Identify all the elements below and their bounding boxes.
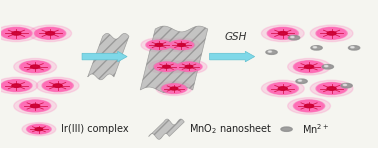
Circle shape xyxy=(341,83,352,88)
Circle shape xyxy=(176,62,202,72)
Circle shape xyxy=(293,61,325,73)
Text: MnO$_2$ nanosheet: MnO$_2$ nanosheet xyxy=(189,122,272,136)
Circle shape xyxy=(343,84,347,86)
Circle shape xyxy=(268,51,271,52)
Circle shape xyxy=(305,65,314,69)
Circle shape xyxy=(34,27,66,39)
Circle shape xyxy=(327,32,336,35)
Circle shape xyxy=(278,87,287,90)
Circle shape xyxy=(153,62,180,72)
Circle shape xyxy=(262,80,304,97)
Circle shape xyxy=(21,100,50,111)
Circle shape xyxy=(311,46,322,50)
Circle shape xyxy=(20,100,51,112)
Circle shape xyxy=(169,40,194,50)
Circle shape xyxy=(163,65,170,68)
FancyArrow shape xyxy=(210,51,255,62)
Circle shape xyxy=(168,40,195,50)
Circle shape xyxy=(317,83,346,94)
Circle shape xyxy=(313,47,317,48)
Circle shape xyxy=(349,46,360,50)
Circle shape xyxy=(171,60,207,74)
Circle shape xyxy=(155,44,163,46)
Circle shape xyxy=(317,28,346,39)
Circle shape xyxy=(268,28,297,39)
Circle shape xyxy=(26,124,51,134)
Circle shape xyxy=(305,104,314,108)
Circle shape xyxy=(295,100,323,111)
Circle shape xyxy=(14,98,57,114)
Circle shape xyxy=(35,128,43,131)
Text: Mn$^{2+}$: Mn$^{2+}$ xyxy=(302,122,329,136)
Text: Ir(III) complex: Ir(III) complex xyxy=(61,124,129,134)
Circle shape xyxy=(28,125,50,133)
Circle shape xyxy=(42,79,73,92)
Circle shape xyxy=(36,28,64,39)
Circle shape xyxy=(0,25,38,42)
Circle shape xyxy=(316,82,347,95)
Circle shape xyxy=(266,50,277,54)
Circle shape xyxy=(298,80,302,81)
Circle shape xyxy=(322,65,333,69)
Circle shape xyxy=(268,83,297,94)
Circle shape xyxy=(288,98,330,114)
Circle shape xyxy=(43,80,72,91)
Circle shape xyxy=(278,32,287,35)
Circle shape xyxy=(267,27,299,39)
Circle shape xyxy=(155,62,178,71)
Circle shape xyxy=(293,100,325,112)
Polygon shape xyxy=(140,26,208,93)
Circle shape xyxy=(288,58,330,75)
Circle shape xyxy=(2,80,31,91)
Circle shape xyxy=(2,28,31,39)
Circle shape xyxy=(177,62,201,71)
Circle shape xyxy=(185,65,193,68)
Circle shape xyxy=(46,32,55,35)
Circle shape xyxy=(53,84,62,87)
Circle shape xyxy=(327,87,336,90)
Circle shape xyxy=(20,61,51,73)
Circle shape xyxy=(296,79,307,83)
Polygon shape xyxy=(149,119,184,139)
Circle shape xyxy=(262,25,304,42)
Circle shape xyxy=(36,77,79,94)
Circle shape xyxy=(12,84,21,87)
Circle shape xyxy=(14,58,57,75)
Circle shape xyxy=(267,82,299,95)
Circle shape xyxy=(161,83,187,94)
FancyArrow shape xyxy=(82,51,127,62)
Circle shape xyxy=(31,104,40,108)
Circle shape xyxy=(146,40,172,50)
Circle shape xyxy=(12,32,21,35)
Circle shape xyxy=(162,84,186,93)
Circle shape xyxy=(1,27,32,39)
Text: GSH: GSH xyxy=(225,32,247,42)
Circle shape xyxy=(163,38,200,52)
Circle shape xyxy=(170,87,178,90)
Circle shape xyxy=(351,47,354,48)
Circle shape xyxy=(310,25,353,42)
Circle shape xyxy=(310,80,353,97)
Circle shape xyxy=(0,77,38,94)
Circle shape xyxy=(22,123,56,136)
Circle shape xyxy=(291,36,294,38)
Circle shape xyxy=(31,65,40,69)
Circle shape xyxy=(1,79,32,92)
Circle shape xyxy=(21,61,50,72)
Circle shape xyxy=(149,60,184,74)
Circle shape xyxy=(281,127,292,131)
Circle shape xyxy=(147,40,171,50)
Circle shape xyxy=(141,38,177,52)
Circle shape xyxy=(324,65,328,67)
Circle shape xyxy=(316,27,347,39)
Circle shape xyxy=(29,25,71,42)
Circle shape xyxy=(295,61,323,72)
Circle shape xyxy=(288,36,300,40)
Circle shape xyxy=(178,44,185,46)
Circle shape xyxy=(156,82,192,95)
Polygon shape xyxy=(88,33,129,80)
